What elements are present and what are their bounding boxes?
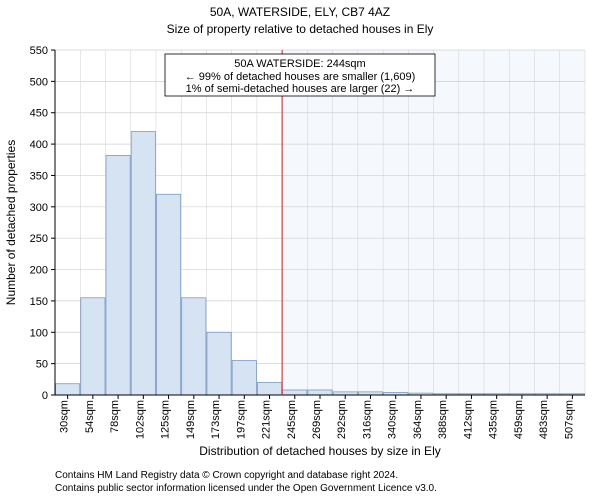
annotation-line3: 1% of semi-detached houses are larger (2… [186, 83, 415, 95]
x-tick-label: 412sqm [462, 400, 474, 439]
y-tick-label: 250 [30, 233, 48, 245]
histogram-bar [182, 298, 206, 395]
y-tick-label: 550 [30, 45, 48, 57]
x-tick-label: 149sqm [185, 400, 197, 439]
x-tick-label: 459sqm [513, 400, 525, 439]
footer-line1: Contains HM Land Registry data © Crown c… [55, 470, 398, 481]
x-tick-label: 435sqm [488, 400, 500, 439]
chart-subtitle: Size of property relative to detached ho… [167, 22, 434, 36]
x-tick-label: 245sqm [286, 400, 298, 439]
y-tick-label: 0 [42, 390, 48, 402]
annotation-line2: ← 99% of detached houses are smaller (1,… [185, 71, 416, 83]
x-tick-label: 30sqm [59, 400, 71, 433]
x-tick-label: 269sqm [311, 400, 323, 439]
address-title: 50A, WATERSIDE, ELY, CB7 4AZ [210, 5, 390, 19]
y-tick-label: 300 [30, 202, 48, 214]
x-tick-label: 221sqm [261, 400, 273, 439]
y-tick-label: 150 [30, 296, 48, 308]
histogram-bar [106, 155, 130, 395]
annotation-line1: 50A WATERSIDE: 244sqm [234, 58, 365, 70]
y-tick-label: 350 [30, 170, 48, 182]
histogram-bar [207, 332, 231, 395]
histogram-bar [308, 390, 332, 395]
x-tick-label: 388sqm [437, 400, 449, 439]
x-tick-label: 364sqm [412, 400, 424, 439]
x-tick-label: 102sqm [134, 400, 146, 439]
property-size-chart: 50A, WATERSIDE, ELY, CB7 4AZ Size of prop… [0, 0, 600, 500]
histogram-bar [232, 361, 256, 396]
x-tick-label: 78sqm [109, 400, 121, 433]
histogram-bar [257, 382, 281, 395]
histogram-bar [156, 194, 180, 395]
y-tick-label: 50 [36, 359, 48, 371]
histogram-bar [131, 132, 155, 395]
footer-line2: Contains public sector information licen… [55, 483, 437, 494]
x-tick-label: 316sqm [361, 400, 373, 439]
histogram-bar [81, 298, 105, 395]
chart-svg: 50A, WATERSIDE, ELY, CB7 4AZ Size of prop… [0, 0, 600, 500]
x-tick-label: 54sqm [84, 400, 96, 433]
y-axis-label: Number of detached properties [4, 140, 18, 305]
x-axis-label: Distribution of detached houses by size … [199, 444, 440, 458]
x-tick-label: 483sqm [538, 400, 550, 439]
x-tick-label: 125sqm [160, 400, 172, 439]
x-tick-label: 292sqm [336, 400, 348, 439]
x-tick-label: 173sqm [210, 400, 222, 439]
y-tick-label: 200 [30, 265, 48, 277]
y-tick-label: 450 [30, 108, 48, 120]
x-tick-label: 507sqm [563, 400, 575, 439]
histogram-bar [56, 384, 80, 395]
y-tick-label: 500 [30, 76, 48, 88]
y-tick-label: 100 [30, 327, 48, 339]
y-tick-label: 400 [30, 139, 48, 151]
histogram-bar [283, 390, 307, 395]
x-tick-label: 340sqm [387, 400, 399, 439]
x-tick-label: 197sqm [235, 400, 247, 439]
